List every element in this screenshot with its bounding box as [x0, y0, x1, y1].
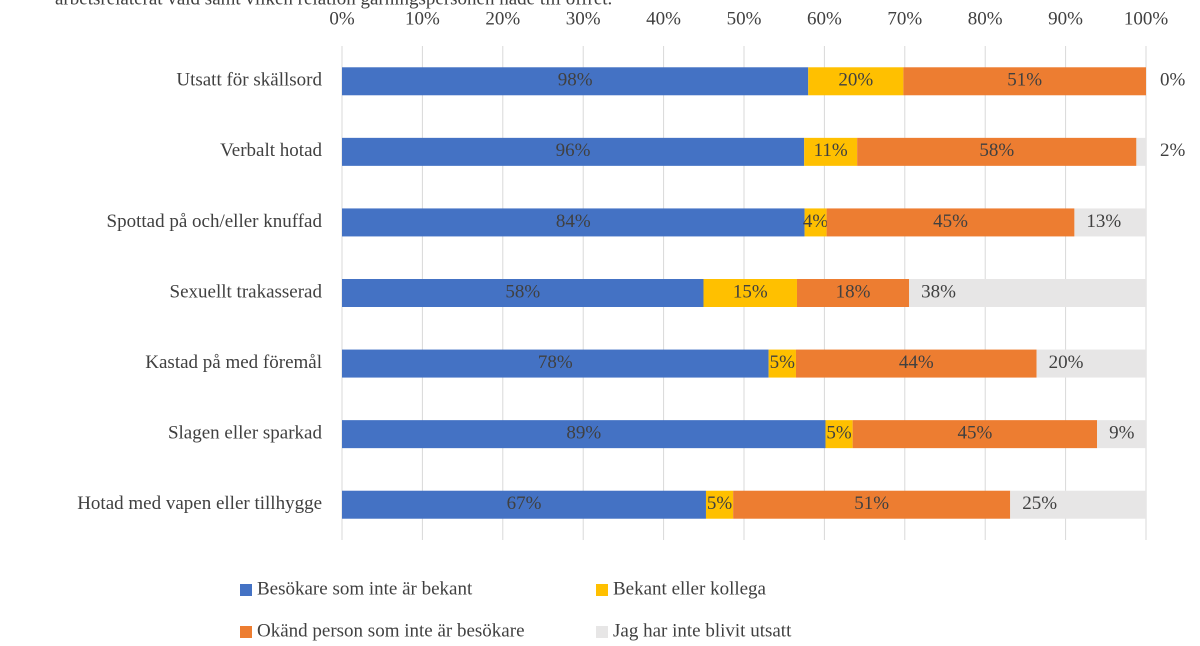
y-tick-label: Hotad med vapen eller tillhygge — [77, 493, 322, 514]
y-tick-label: Verbalt hotad — [220, 140, 322, 161]
data-label: 67% — [507, 493, 542, 514]
x-tick-label: 20% — [485, 8, 520, 29]
data-label: 9% — [1109, 423, 1135, 444]
x-tick-label: 100% — [1124, 8, 1169, 29]
data-label: 20% — [838, 70, 873, 91]
x-tick-label: 50% — [727, 8, 762, 29]
legend-label: Okänd person som inte är besökare — [257, 620, 525, 641]
data-label: 20% — [1049, 352, 1084, 373]
bar-segment — [795, 349, 1037, 378]
bar-segment — [796, 279, 910, 307]
bar-segment — [826, 208, 1075, 237]
bar-segment — [1036, 349, 1146, 378]
data-label: 84% — [556, 211, 591, 232]
y-tick-label: Kastad på med föremål — [145, 352, 322, 373]
y-tick-label: Sexuellt trakasserad — [170, 281, 323, 302]
x-tick-label: 10% — [405, 8, 440, 29]
bar-segment — [1136, 137, 1146, 166]
data-label: 96% — [556, 140, 591, 161]
bar-segment — [342, 67, 809, 96]
data-label: 89% — [566, 423, 601, 444]
bar-segment — [342, 137, 805, 166]
bar-segment — [804, 137, 858, 166]
data-label: 5% — [826, 423, 852, 444]
data-label: 45% — [933, 211, 968, 232]
data-label: 4% — [803, 211, 829, 232]
x-tick-label: 80% — [968, 8, 1003, 29]
data-label: 5% — [770, 352, 796, 373]
x-tick-label: 30% — [566, 8, 601, 29]
bar-segment — [342, 490, 706, 519]
legend-label: Besökare som inte är bekant — [257, 578, 473, 599]
data-label: 45% — [957, 423, 992, 444]
data-label: 2% — [1160, 140, 1186, 161]
bar-segment — [909, 279, 1146, 307]
chart-title: arbetsrelaterat våld samt vilken relatio… — [55, 0, 612, 9]
data-label: 44% — [899, 352, 934, 373]
data-label: 58% — [505, 281, 540, 302]
bar-segment — [903, 67, 1146, 96]
bar-segment — [703, 279, 797, 307]
legend-label: Jag har inte blivit utsatt — [613, 620, 792, 641]
data-label: 98% — [558, 70, 593, 91]
data-label: 13% — [1086, 211, 1121, 232]
bar-segment — [733, 490, 1011, 519]
data-label: 18% — [836, 281, 871, 302]
data-label: 51% — [1007, 70, 1042, 91]
bar-segment — [342, 208, 805, 237]
bar-segment — [808, 67, 904, 96]
bar-segment — [852, 420, 1098, 449]
legend-swatch — [596, 626, 608, 638]
bar-segment — [1097, 420, 1146, 449]
bar-segment — [857, 137, 1137, 166]
data-label: 5% — [707, 493, 733, 514]
x-tick-label: 0% — [329, 8, 355, 29]
data-label: 25% — [1022, 493, 1057, 514]
bar-segment — [342, 420, 826, 449]
y-tick-label: Utsatt för skällsord — [176, 70, 322, 91]
bar-segment — [804, 208, 827, 237]
x-tick-label: 70% — [887, 8, 922, 29]
bar-segment — [342, 279, 704, 307]
data-label: 38% — [921, 281, 956, 302]
legend-swatch — [596, 584, 608, 596]
data-label: 11% — [814, 140, 848, 161]
legend-swatch — [240, 626, 252, 638]
legend-swatch — [240, 584, 252, 596]
x-tick-label: 90% — [1048, 8, 1083, 29]
bar-segment — [768, 349, 796, 378]
legend-label: Bekant eller kollega — [613, 578, 767, 599]
data-label: 51% — [854, 493, 889, 514]
y-tick-label: Spottad på och/eller knuffad — [107, 211, 323, 232]
bar-segment — [705, 490, 734, 519]
x-tick-label: 40% — [646, 8, 681, 29]
bar-segment — [342, 349, 769, 378]
x-tick-label: 60% — [807, 8, 842, 29]
bar-segment — [825, 420, 853, 449]
data-label: 58% — [979, 140, 1014, 161]
data-label: 0% — [1160, 70, 1186, 91]
data-label: 15% — [733, 281, 768, 302]
bar-segment — [1074, 208, 1146, 237]
y-tick-label: Slagen eller sparkad — [168, 423, 323, 444]
data-label: 78% — [538, 352, 573, 373]
bar-segment — [1010, 490, 1146, 519]
